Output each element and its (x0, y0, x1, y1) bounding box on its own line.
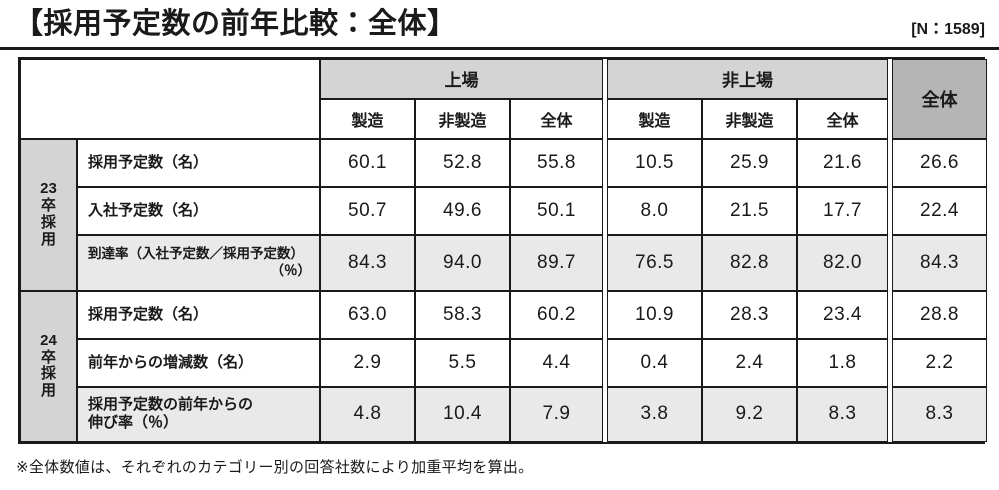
table-cell: 1.8 (797, 338, 888, 387)
row-label-yoy-growth-rate-24: 採用予定数の前年からの 伸び率（％） (77, 386, 320, 442)
table-cell: 8.3 (892, 386, 987, 442)
table-cell: 84.3 (320, 234, 415, 291)
table-cell: 22.4 (892, 186, 987, 235)
table-cell: 4.4 (510, 338, 603, 387)
table-cell: 52.8 (415, 138, 510, 187)
table-cell: 23.4 (797, 290, 888, 339)
column-group-overall: 全体 (892, 58, 987, 139)
table-cell: 49.6 (415, 186, 510, 235)
table-cell: 60.1 (320, 138, 415, 187)
table-cell: 21.5 (702, 186, 797, 235)
hiring-plan-comparison-table: 上場 非上場 全体 製造 非製造 全体 製造 非製造 全体 23 卒 採 用 2… (18, 56, 987, 444)
row-label-yoy-change-24: 前年からの増減数（名） (77, 338, 320, 387)
table-cell: 2.2 (892, 338, 987, 387)
row-group-class23: 23 卒 採 用 (20, 138, 77, 291)
subheader-listed-nonmanufacturing: 非製造 (415, 98, 510, 139)
table-cell: 17.7 (797, 186, 888, 235)
table-cell: 94.0 (415, 234, 510, 291)
table-cell: 9.2 (702, 386, 797, 442)
page-title: 【採用予定数の前年比較：全体】 (14, 8, 457, 40)
row-label-attainment-rate-23: 到達率（入社予定数／採用予定数） （％） (77, 234, 320, 291)
table-cell: 10.4 (415, 386, 510, 442)
footnote: ※全体数値は、それぞれのカテゴリー別の回答社数により加重平均を算出。 (16, 458, 534, 476)
subheader-unlisted-total: 全体 (797, 98, 888, 139)
table-cell: 76.5 (607, 234, 702, 291)
row-group-class24: 24 卒 採 用 (20, 290, 77, 442)
table-cell: 21.6 (797, 138, 888, 187)
corner-empty-cell (20, 58, 320, 139)
sample-size-label: [N：1589] (911, 20, 985, 38)
table-cell: 50.1 (510, 186, 603, 235)
table-cell: 8.3 (797, 386, 888, 442)
table-cell: 28.3 (702, 290, 797, 339)
table-cell: 4.8 (320, 386, 415, 442)
column-group-listed: 上場 (320, 58, 603, 99)
subheader-unlisted-manufacturing: 製造 (607, 98, 702, 139)
table-cell: 10.9 (607, 290, 702, 339)
table-cell: 10.5 (607, 138, 702, 187)
table-cell: 3.8 (607, 386, 702, 442)
subheader-listed-manufacturing: 製造 (320, 98, 415, 139)
page-header: 【採用予定数の前年比較：全体】 [N：1589] (0, 0, 999, 50)
table-cell: 89.7 (510, 234, 603, 291)
table-cell: 84.3 (892, 234, 987, 291)
subheader-listed-total: 全体 (510, 98, 603, 139)
table-cell: 60.2 (510, 290, 603, 339)
table-cell: 26.6 (892, 138, 987, 187)
subheader-unlisted-nonmanufacturing: 非製造 (702, 98, 797, 139)
table-cell: 2.9 (320, 338, 415, 387)
table-cell: 55.8 (510, 138, 603, 187)
table-cell: 82.8 (702, 234, 797, 291)
table-cell: 63.0 (320, 290, 415, 339)
table-cell: 28.8 (892, 290, 987, 339)
table-cell: 0.4 (607, 338, 702, 387)
table-cell: 5.5 (415, 338, 510, 387)
table-cell: 7.9 (510, 386, 603, 442)
table-cell: 58.3 (415, 290, 510, 339)
table-cell: 25.9 (702, 138, 797, 187)
table-cell: 82.0 (797, 234, 888, 291)
row-label-planned-hires-23: 採用予定数（名） (77, 138, 320, 187)
row-label-planned-hires-24: 採用予定数（名） (77, 290, 320, 339)
row-label-expected-joiners-23: 入社予定数（名） (77, 186, 320, 235)
table-cell: 2.4 (702, 338, 797, 387)
column-group-unlisted: 非上場 (607, 58, 888, 99)
table-cell: 50.7 (320, 186, 415, 235)
table-cell: 8.0 (607, 186, 702, 235)
